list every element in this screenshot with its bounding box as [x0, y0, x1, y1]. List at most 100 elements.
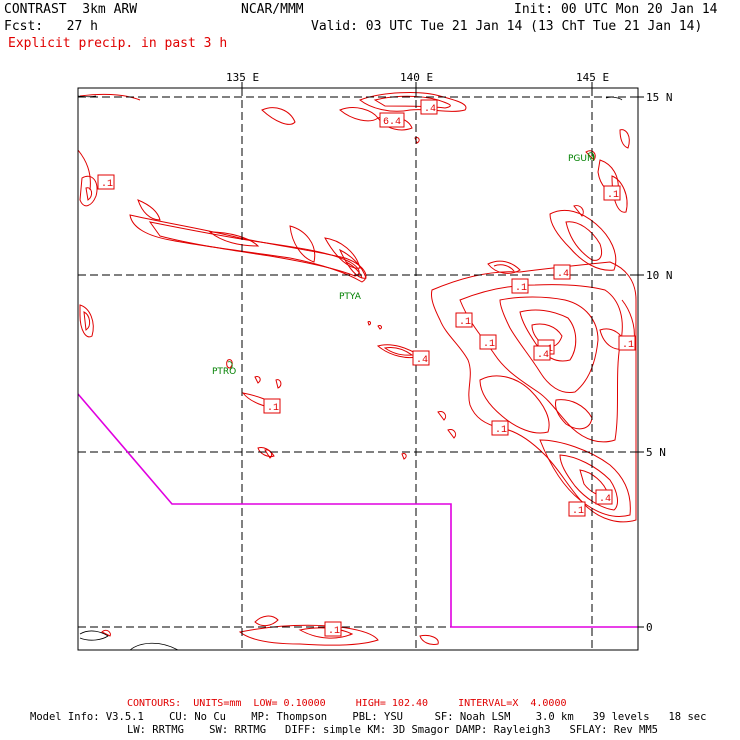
- coastline: [79, 630, 109, 641]
- contour-label-text: 6.4: [383, 117, 401, 128]
- precip-contour: [493, 264, 515, 272]
- precip-contour: [208, 231, 260, 247]
- station-ptro: PTRO: [212, 367, 236, 377]
- precip-contour: [289, 225, 316, 263]
- contour-info: CONTOURS: UNITS=mm LOW= 0.10000 HIGH= 10…: [127, 698, 567, 709]
- contour-label-text: .4: [599, 494, 611, 505]
- precip-contour: [101, 629, 111, 637]
- contour-label-text: .1: [459, 317, 471, 328]
- precip-contour: [487, 260, 521, 274]
- station-pgum: PGUM: [568, 154, 595, 164]
- precip-contour: [499, 296, 599, 394]
- valid-time: Valid: 03 UTC Tue 21 Jan 14 (13 ChT Tue …: [311, 19, 703, 34]
- contour-label-text: .1: [515, 283, 527, 294]
- model-info-line-2: LW: RRTMG SW: RRTMG DIFF: simple KM: 3D …: [127, 724, 659, 736]
- precip-contour: [359, 92, 467, 112]
- precip-contour: [431, 261, 637, 523]
- precip-contour: [419, 635, 439, 645]
- precip-contour: [459, 284, 623, 443]
- contour-label-text: .1: [267, 403, 279, 414]
- contour-label: .1: [324, 621, 342, 637]
- lon-label-145: 145 E: [576, 71, 610, 84]
- precip-contour: [148, 221, 360, 277]
- precip-contour: [549, 209, 617, 271]
- contour-label: .4: [420, 99, 438, 115]
- precip-contour: [79, 175, 98, 207]
- contour-label: .1: [97, 174, 115, 190]
- contour-label-text: .1: [483, 339, 495, 350]
- precip-contour: [226, 359, 233, 369]
- contour-label-text: .1: [622, 340, 634, 351]
- contour-label-text: .1: [572, 506, 584, 517]
- precip-contour: [619, 129, 630, 149]
- precip-contour: [447, 429, 457, 439]
- contour-label: .1: [455, 312, 473, 328]
- lon-label-135: 135 E: [226, 71, 260, 84]
- precip-contour: [621, 299, 635, 341]
- precip-contour: [401, 453, 407, 460]
- contour-label: .1: [618, 335, 636, 351]
- precip-contour: [85, 187, 93, 201]
- precip-contour: [264, 449, 273, 459]
- precip-contour: [79, 93, 141, 101]
- precip-contour: [238, 624, 379, 646]
- map-frame: [77, 87, 639, 651]
- precip-contour: [565, 221, 603, 261]
- field-title: Explicit precip. in past 3 h: [8, 36, 228, 51]
- contour-label-text: .1: [328, 626, 340, 637]
- contour-label-text: .1: [495, 425, 507, 436]
- precip-contour: [377, 324, 382, 330]
- lat-label-10n: 10 N: [646, 269, 673, 282]
- lat-label-0: 0: [646, 621, 653, 634]
- station-ptya: PTYA: [339, 292, 362, 302]
- precip-contour: [555, 399, 593, 430]
- contour-label: 6.4: [379, 112, 405, 128]
- lon-label-140: 140 E: [400, 71, 434, 84]
- lat-label-5n: 5 N: [646, 446, 666, 459]
- coastline: [78, 95, 97, 98]
- precip-contour: [345, 261, 363, 279]
- precip-contour: [519, 309, 577, 362]
- precip-contour: [254, 615, 279, 627]
- contour-label-text: .4: [537, 350, 549, 361]
- precip-contour: [339, 107, 379, 122]
- lat-label-15n: 15 N: [646, 91, 673, 104]
- precip-contour: [383, 347, 414, 356]
- contour-label: .1: [568, 501, 586, 517]
- boundary-line: [77, 393, 638, 628]
- contour-label: .1: [603, 185, 621, 201]
- precip-contour: [261, 107, 296, 125]
- precip-contour: [275, 379, 282, 389]
- precip-contour: [573, 205, 584, 217]
- precip-contour: [373, 95, 451, 109]
- precip-contour: [338, 248, 367, 279]
- contour-label-text: .4: [557, 269, 569, 280]
- contour-label: .4: [533, 345, 551, 361]
- model-info-line-1: Model Info: V3.5.1 CU: No Cu MP: Thompso…: [30, 711, 707, 723]
- station-pgum-marker: [587, 152, 595, 161]
- coastline: [129, 642, 179, 650]
- center-title: NCAR/MMM: [241, 2, 304, 17]
- precip-contour: [78, 149, 91, 191]
- init-time: Init: 00 UTC Mon 20 Jan 14: [514, 2, 718, 17]
- coastline: [605, 96, 623, 101]
- precip-contour: [367, 320, 372, 326]
- precip-contour: [298, 627, 354, 639]
- precip-contour: [79, 304, 94, 338]
- contour-label: .1: [263, 398, 281, 414]
- model-title: CONTRAST 3km ARW: [4, 2, 138, 17]
- precip-contour: [437, 411, 447, 421]
- contour-label: .1: [491, 420, 509, 436]
- station-ptro-marker: [227, 361, 233, 371]
- contour-label: .4: [595, 489, 613, 505]
- contour-label-text: .1: [607, 190, 619, 201]
- precip-contour: [137, 199, 161, 221]
- contour-label: .1: [479, 334, 497, 350]
- forecast-hour: Fcst: 27 h: [4, 19, 98, 34]
- contour-label: .4: [553, 264, 571, 280]
- precip-contour: [129, 214, 367, 283]
- contour-label-text: .4: [416, 355, 428, 366]
- precip-contour: [254, 376, 261, 384]
- precip-contour: [324, 237, 361, 269]
